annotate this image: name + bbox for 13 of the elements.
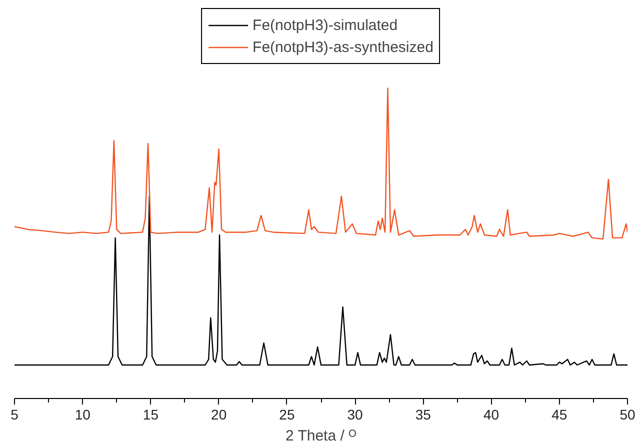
legend-label: Fe(notpH3)-simulated xyxy=(252,16,398,34)
x-tick-label: 20 xyxy=(211,406,227,422)
x-tick-label: 10 xyxy=(74,406,91,422)
x-tick-label: 25 xyxy=(279,406,295,422)
x-tick-label: 50 xyxy=(620,406,636,422)
legend-label: Fe(notpH3)-as-synthesized xyxy=(252,38,434,56)
x-tick-label: 5 xyxy=(10,406,19,422)
x-tick-label: 35 xyxy=(415,406,432,422)
x-axis-title: 2 Theta / ᴼ xyxy=(285,428,357,444)
x-tick-label: 45 xyxy=(552,406,568,422)
x-tick-label: 40 xyxy=(483,406,500,422)
x-tick-label: 15 xyxy=(142,406,159,422)
x-tick-label: 30 xyxy=(347,406,364,422)
